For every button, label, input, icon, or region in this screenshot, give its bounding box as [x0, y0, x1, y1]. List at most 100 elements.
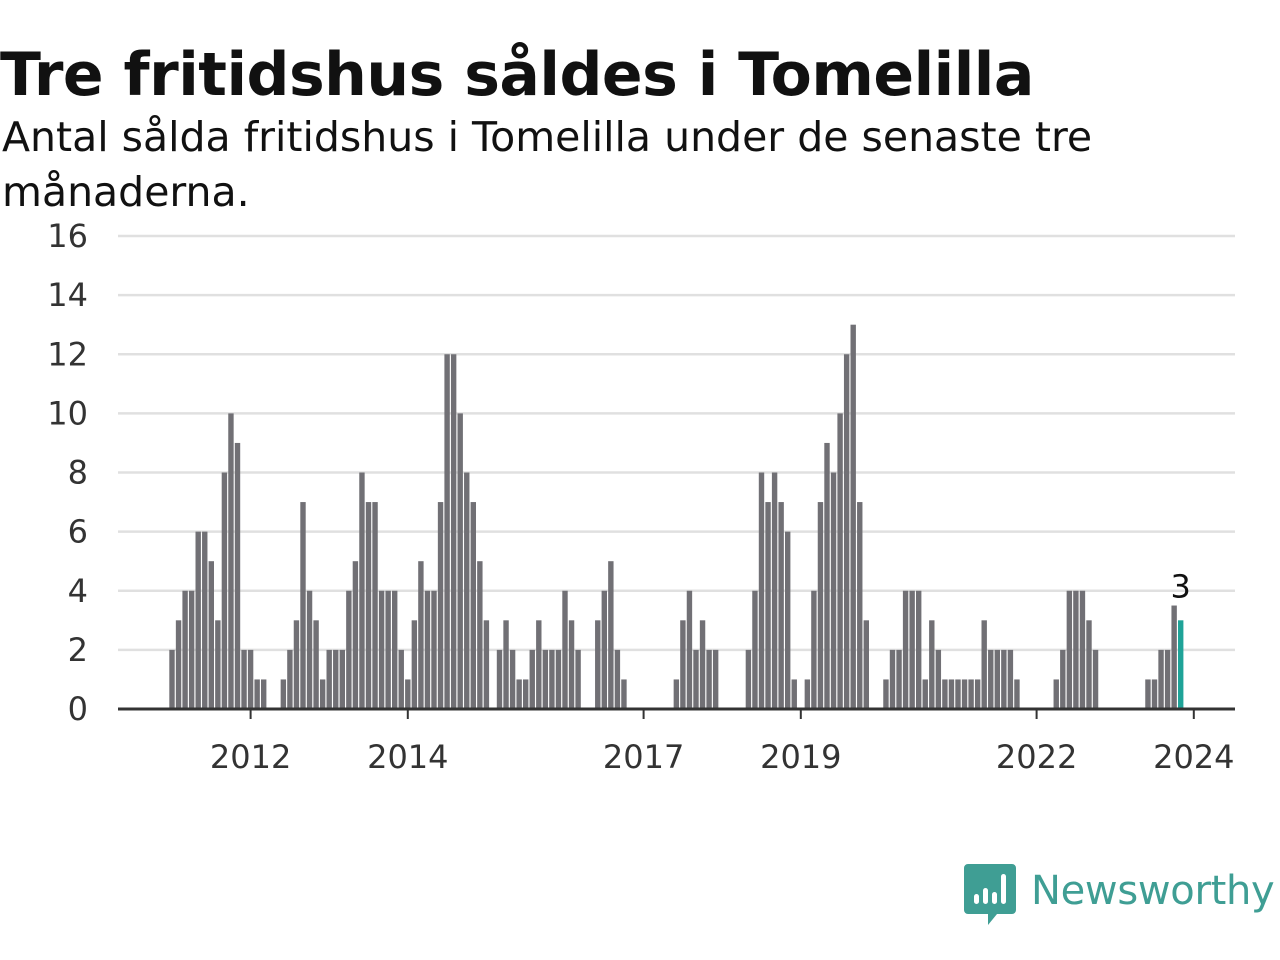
bar [830, 472, 837, 709]
bar [1164, 649, 1171, 710]
bar [778, 502, 784, 709]
bar [169, 649, 175, 710]
bar [883, 679, 889, 709]
bar [555, 649, 562, 710]
bar [444, 354, 450, 709]
bar [948, 679, 955, 709]
bar [549, 649, 555, 710]
bar [1171, 605, 1177, 709]
bar [837, 413, 843, 710]
bar [313, 620, 319, 709]
bar [254, 679, 260, 709]
chart-subtitle: Antal sålda fritidshus i Tomelilla under… [2, 113, 1093, 216]
bar [509, 649, 516, 710]
bar [765, 502, 771, 709]
bar [601, 590, 607, 709]
bar [843, 354, 850, 709]
bar [961, 679, 968, 709]
bar [464, 472, 470, 709]
bar [804, 679, 811, 709]
bar [385, 590, 391, 709]
y-tick-label: 4 [68, 572, 88, 610]
bar [608, 561, 614, 709]
y-tick-label: 12 [47, 335, 88, 373]
bar [215, 620, 221, 709]
y-tick-label: 10 [47, 394, 88, 432]
y-tick-label: 16 [47, 217, 88, 255]
bar [470, 502, 476, 709]
bar [758, 472, 765, 709]
bar [785, 531, 791, 710]
bar [909, 590, 915, 709]
bar [673, 679, 680, 709]
bar [981, 620, 987, 709]
bar [811, 590, 817, 709]
bar [621, 679, 627, 709]
y-tick-label: 0 [68, 690, 88, 728]
bar-highlight [1178, 620, 1184, 709]
bar [503, 620, 509, 709]
bar [1092, 649, 1099, 710]
bar [457, 413, 463, 710]
bar [595, 620, 601, 709]
bar [929, 620, 935, 709]
bar [431, 590, 437, 709]
bar [516, 679, 522, 709]
bar [575, 649, 581, 710]
bar [994, 649, 1000, 710]
brand-name: Newsworthy [1031, 868, 1275, 914]
highlight-value-label: 3 [1171, 567, 1191, 605]
bar [202, 531, 208, 710]
x-tick-label: 2024 [1153, 738, 1234, 776]
bar [398, 649, 404, 710]
bar [922, 679, 928, 709]
bar [1073, 590, 1079, 709]
bar [1086, 620, 1092, 709]
bar [614, 649, 621, 710]
bar [817, 502, 824, 709]
bar [680, 620, 686, 709]
bar [568, 620, 575, 709]
bar [477, 561, 483, 709]
bar [411, 620, 418, 709]
bar [346, 590, 352, 709]
bar [372, 502, 378, 709]
bar [378, 590, 385, 709]
bar [221, 472, 228, 709]
bar [1053, 679, 1059, 709]
bar [1014, 679, 1020, 709]
bar [1151, 679, 1158, 709]
bar [280, 679, 287, 709]
bar [1145, 679, 1151, 709]
bar [902, 590, 909, 709]
bar [712, 649, 719, 710]
bar [182, 590, 188, 709]
bar [365, 502, 372, 709]
y-tick-label: 6 [68, 513, 88, 551]
bar [450, 354, 457, 709]
bar [942, 679, 948, 709]
bar [306, 590, 313, 709]
bar [483, 620, 490, 709]
bar [352, 561, 359, 709]
bar [293, 620, 300, 709]
bar [424, 590, 431, 709]
bar [1158, 649, 1164, 710]
bar [771, 472, 778, 709]
bar [1066, 590, 1073, 709]
bar [857, 502, 863, 709]
x-tick-label: 2014 [367, 738, 448, 776]
chart-title: Tre fritidshus såldes i Tomelilla [0, 40, 1034, 110]
bar-chart: 0 2 4 6 8 10 12 14 16 2012 2014 2017 2019 2022 2024 3 [47, 217, 1235, 776]
y-tick-label: 8 [68, 454, 88, 492]
bar [896, 649, 902, 710]
bar [863, 620, 869, 709]
bar [333, 649, 339, 710]
x-tick-label: 2022 [996, 738, 1077, 776]
bar [188, 590, 195, 709]
bar [319, 679, 326, 709]
bar [405, 679, 411, 709]
x-tick-label: 2017 [603, 738, 684, 776]
bar [234, 442, 241, 709]
bar [392, 590, 398, 709]
